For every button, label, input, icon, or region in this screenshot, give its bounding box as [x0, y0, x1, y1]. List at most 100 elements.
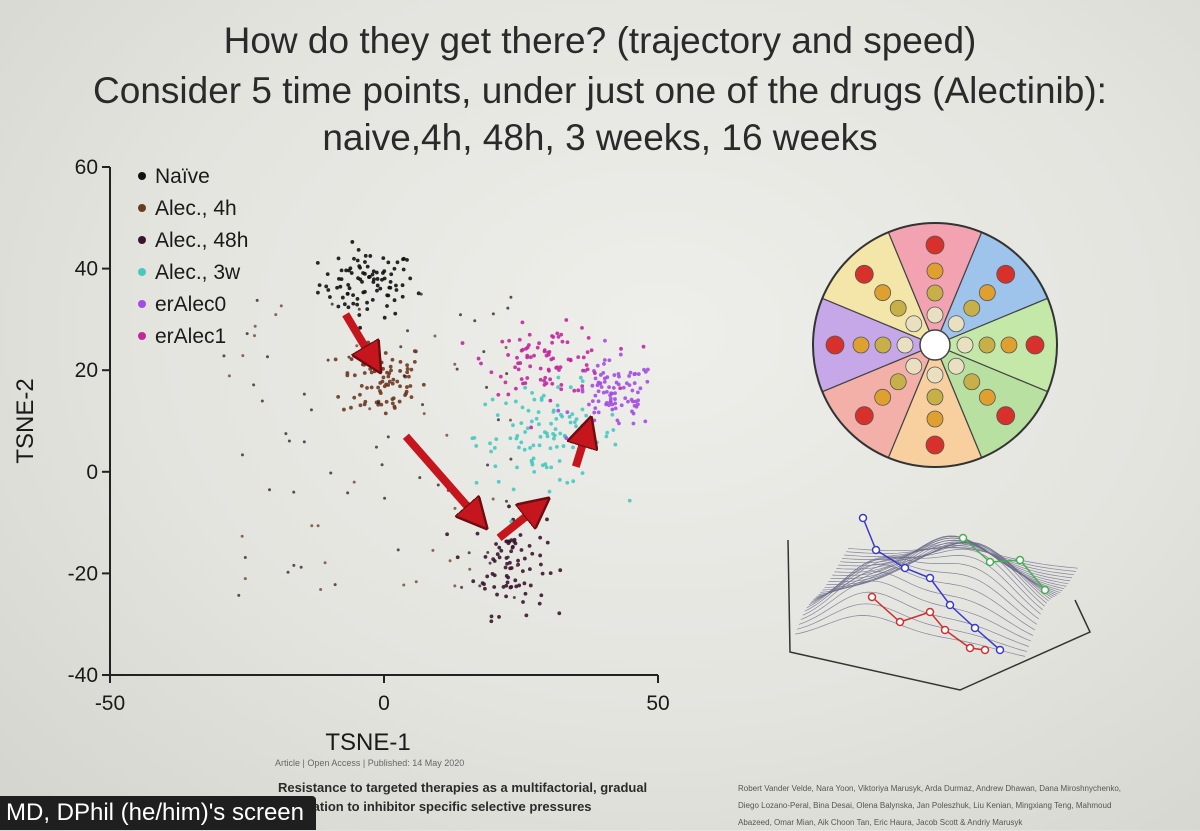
data-point [605, 390, 609, 394]
landscape-mesh-line [824, 542, 1055, 598]
data-point [551, 335, 556, 339]
landscape-node [1040, 585, 1050, 595]
data-point [568, 357, 573, 362]
data-point [367, 275, 371, 279]
data-point [580, 423, 585, 428]
data-point [496, 479, 501, 484]
wheel-node [926, 284, 944, 302]
data-point [319, 588, 323, 592]
data-point [619, 346, 623, 351]
data-point [628, 370, 633, 375]
data-point [310, 524, 314, 528]
data-point [528, 364, 533, 369]
data-point [392, 298, 397, 303]
landscape-mesh-line [804, 563, 1035, 631]
data-point [607, 403, 611, 408]
data-point [531, 456, 536, 461]
data-point [507, 504, 511, 509]
fitness-landscape-diagram [787, 513, 1092, 691]
data-point [585, 367, 590, 372]
landscape-mesh-line [798, 591, 1030, 647]
data-point [551, 408, 556, 413]
data-point [504, 401, 508, 406]
data-point [357, 307, 361, 311]
data-point [381, 366, 385, 371]
data-point [527, 332, 532, 337]
data-point [598, 373, 603, 377]
data-point [636, 398, 641, 403]
data-point [299, 565, 303, 569]
data-point [401, 267, 406, 272]
landscape-mesh-line [840, 540, 1071, 582]
data-point [611, 428, 616, 432]
data-point [584, 413, 589, 418]
data-point [378, 381, 383, 385]
data-point [549, 357, 554, 362]
data-point [547, 489, 552, 494]
slide-title-line-1: How do they get there? (trajectory and s… [223, 20, 977, 61]
data-point [355, 258, 360, 263]
data-point [422, 412, 426, 416]
data-point [546, 367, 551, 372]
data-point [405, 363, 410, 368]
data-point [627, 498, 632, 503]
data-point [355, 344, 359, 348]
data-point [389, 272, 394, 277]
data-point [243, 577, 247, 581]
data-point [265, 355, 269, 359]
x-tick-label: 0 [378, 692, 390, 715]
data-point [590, 399, 595, 404]
data-point [391, 396, 396, 401]
data-point [529, 419, 534, 424]
landscape-mesh-line [808, 556, 1040, 620]
data-point [522, 556, 527, 561]
data-point [509, 295, 513, 299]
data-point [360, 362, 365, 367]
data-point [453, 584, 457, 588]
landscape-mesh-line [834, 535, 1065, 590]
data-point [391, 377, 396, 382]
y-tick-label: 20 [75, 359, 98, 382]
data-point [493, 464, 498, 469]
data-point [559, 412, 563, 417]
data-point [482, 586, 487, 591]
wheel-node [889, 373, 907, 391]
citation-authors: Robert Vander Velde, Nara Yoon, Viktoriy… [738, 784, 1122, 827]
data-point [325, 272, 330, 277]
data-point [460, 341, 465, 345]
data-point [610, 412, 615, 417]
data-point [508, 585, 513, 590]
data-point [274, 313, 278, 317]
data-point [482, 582, 486, 587]
data-point [519, 440, 524, 445]
data-point [564, 318, 569, 322]
data-point [504, 539, 509, 544]
data-point [356, 276, 360, 281]
data-point [489, 449, 493, 454]
data-point [370, 297, 375, 302]
data-point [448, 559, 452, 563]
data-point [347, 268, 351, 273]
data-point [514, 436, 519, 441]
data-point [549, 465, 554, 470]
x-axis-label: TSNE-1 [325, 729, 410, 756]
y-tick-label: -40 [68, 664, 98, 687]
data-point [352, 373, 357, 378]
data-point [491, 497, 495, 501]
data-point [509, 549, 514, 554]
data-point [545, 517, 549, 522]
data-point [523, 381, 528, 386]
data-point [372, 277, 376, 282]
data-point [375, 288, 379, 293]
data-point [408, 384, 413, 388]
citation-title: Resistance to targeted therapies as a mu… [278, 780, 648, 814]
wheel-node [889, 299, 907, 317]
series-3 [470, 375, 632, 524]
data-point [245, 332, 249, 336]
data-point [543, 375, 548, 380]
data-point [488, 561, 492, 565]
data-point [412, 359, 417, 364]
data-point [525, 353, 530, 358]
data-point [369, 370, 374, 375]
data-point [388, 279, 393, 284]
